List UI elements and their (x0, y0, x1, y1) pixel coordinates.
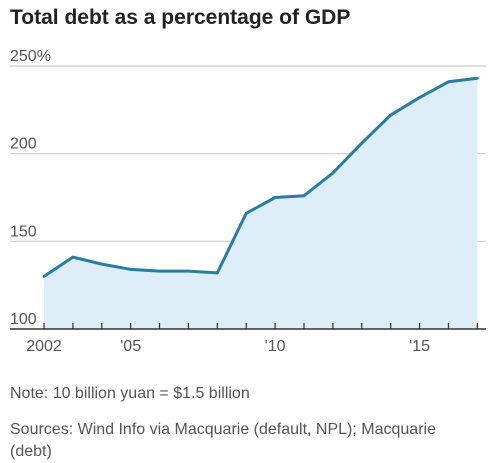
x-tick-label: 2002 (26, 338, 62, 355)
data-point-2016 (447, 80, 450, 84)
y-tick-labels: 100 150 200 250% (10, 48, 51, 328)
y-tick-label: 100 (10, 311, 37, 328)
data-point-2017 (475, 76, 479, 80)
x-axis (10, 323, 486, 330)
area-chart: 100 150 200 250% 2002 '05 '10 '15 (10, 48, 486, 355)
data-point-2011 (302, 194, 306, 198)
chart-title: Total debt as a percentage of GDP (10, 6, 351, 29)
y-tick-label: 200 (10, 136, 37, 153)
data-point-2006 (158, 269, 161, 273)
y-tick-label: 150 (10, 223, 37, 240)
series-line (43, 76, 478, 278)
data-point-2002 (42, 275, 46, 278)
y-tick-label: 250% (10, 48, 51, 65)
data-point-2003 (71, 255, 75, 259)
sources-note: Sources: Wind Info via Macquarie (defaul… (10, 421, 436, 460)
data-point-2013 (360, 141, 364, 145)
data-point-2004 (100, 262, 104, 266)
area-fill-layer (42, 76, 479, 329)
data-point-2010 (273, 196, 277, 199)
footnote: Note: 10 billion yuan = $1.5 billion (10, 385, 250, 402)
x-tick-label: '05 (120, 338, 141, 355)
x-tick-label: '10 (265, 338, 286, 355)
x-tick-labels: 2002 '05 '10 '15 (26, 338, 430, 355)
data-point-2005 (129, 267, 133, 271)
x-tick-label: '15 (409, 338, 430, 355)
data-point-2009 (244, 211, 248, 215)
area-fill (44, 78, 478, 329)
data-point-2007 (187, 269, 190, 273)
data-point-2012 (331, 171, 335, 175)
data-point-2014 (389, 113, 393, 117)
data-point-2008 (215, 271, 219, 275)
data-point-2015 (418, 96, 421, 99)
